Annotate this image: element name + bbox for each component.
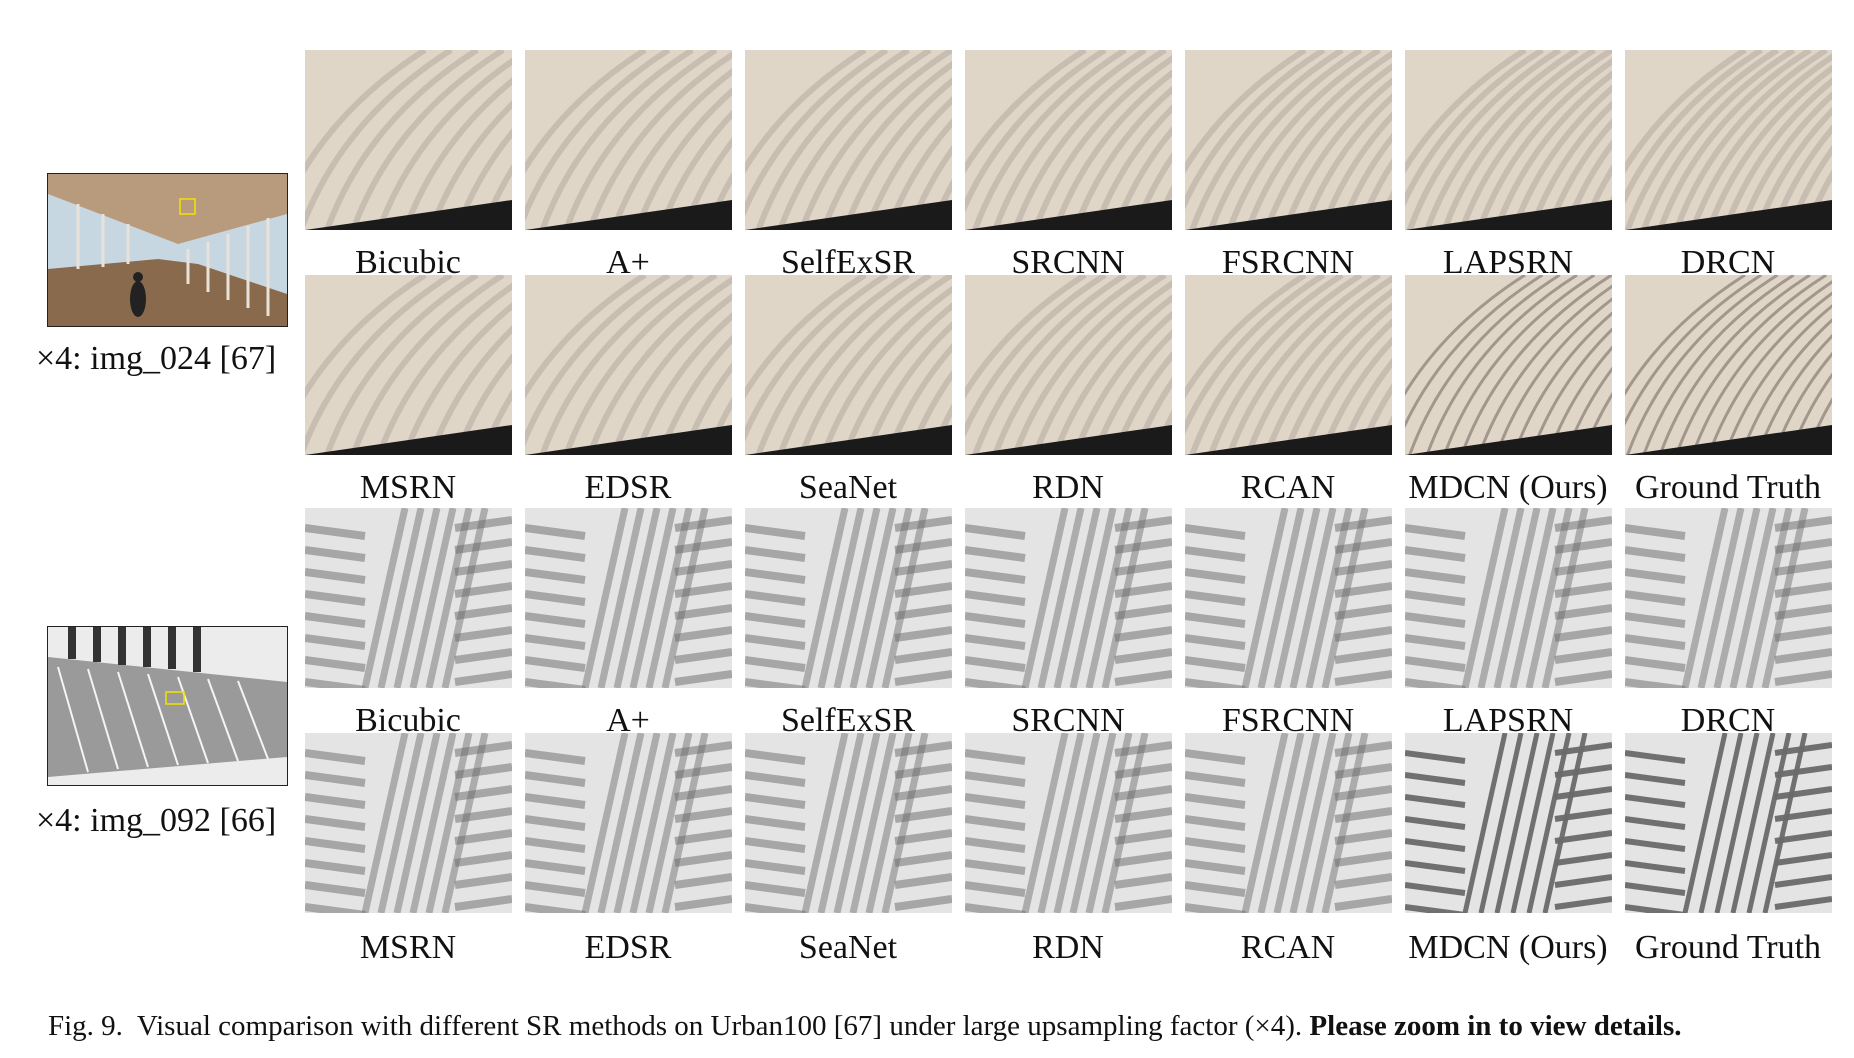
method-label: EDSR [584,469,672,506]
method-label: Ground Truth [1634,929,1822,966]
caption-text: Visual comparison with different SR meth… [136,1010,1303,1042]
tile-1-2-1 [305,275,512,455]
tile-1-1-4 [965,50,1172,230]
tile-2-2-3 [745,733,952,913]
method-label: A+ [606,244,650,281]
tile-1-2-2 [525,275,732,455]
tile-2-1-2 [525,508,732,688]
method-label: SRCNN [1011,244,1125,281]
method-label: LAPSRN [1442,702,1574,739]
method-label: RDN [1032,929,1104,966]
highlight-box [179,198,196,215]
method-label: SRCNN [1011,702,1125,739]
caption-prefix: Fig. 9. [48,1010,123,1042]
highlight-box [165,691,185,705]
method-label: Ground Truth [1634,469,1822,506]
method-label: SeaNet [798,929,898,966]
method-label: DRCN [1680,702,1776,739]
tile-2-1-4 [965,508,1172,688]
reference-label-1: ×4: img_024 [67] [36,340,277,377]
tile-2-2-1 [305,733,512,913]
tile-2-1-5 [1185,508,1392,688]
method-label: Bicubic [355,702,461,739]
method-label: MSRN [359,929,457,966]
method-label: SelfExSR [780,702,916,739]
tile-2-1-7 [1625,508,1832,688]
tile-1-1-3 [745,50,952,230]
tile-1-2-4 [965,275,1172,455]
tile-1-2-3 [745,275,952,455]
method-label: MDCN (Ours) [1408,469,1608,506]
reference-label-2: ×4: img_092 [66] [36,802,277,839]
tile-2-1-1 [305,508,512,688]
method-label: SelfExSR [780,244,916,281]
building-photo [48,627,287,785]
method-label: LAPSRN [1442,244,1574,281]
caption-bold: Please zoom in to view details. [1309,1010,1682,1042]
bridge-photo [48,174,287,326]
method-label: EDSR [584,929,672,966]
tile-2-2-7 [1625,733,1832,913]
method-label: FSRCNN [1221,244,1355,281]
tile-1-1-7 [1625,50,1832,230]
tile-1-1-2 [525,50,732,230]
reference-thumbnail-building [47,626,288,786]
method-label: Bicubic [355,244,461,281]
figure-caption: Fig. 9. Visual comparison with different… [48,1010,1682,1043]
method-label: RCAN [1240,469,1336,506]
tile-1-1-5 [1185,50,1392,230]
method-label: FSRCNN [1221,702,1355,739]
tile-2-2-5 [1185,733,1392,913]
tile-1-2-6 [1405,275,1612,455]
reference-thumbnail-bridge [47,173,288,327]
tile-2-1-3 [745,508,952,688]
method-label: MDCN (Ours) [1408,929,1608,966]
tile-1-1-1 [305,50,512,230]
tile-1-2-7 [1625,275,1832,455]
tile-2-1-6 [1405,508,1612,688]
tile-1-1-6 [1405,50,1612,230]
method-label: RDN [1032,469,1104,506]
tile-1-2-5 [1185,275,1392,455]
method-label: MSRN [359,469,457,506]
tile-2-2-2 [525,733,732,913]
method-label: SeaNet [798,469,898,506]
method-label: RCAN [1240,929,1336,966]
tile-2-2-4 [965,733,1172,913]
tile-2-2-6 [1405,733,1612,913]
method-label: A+ [606,702,650,739]
